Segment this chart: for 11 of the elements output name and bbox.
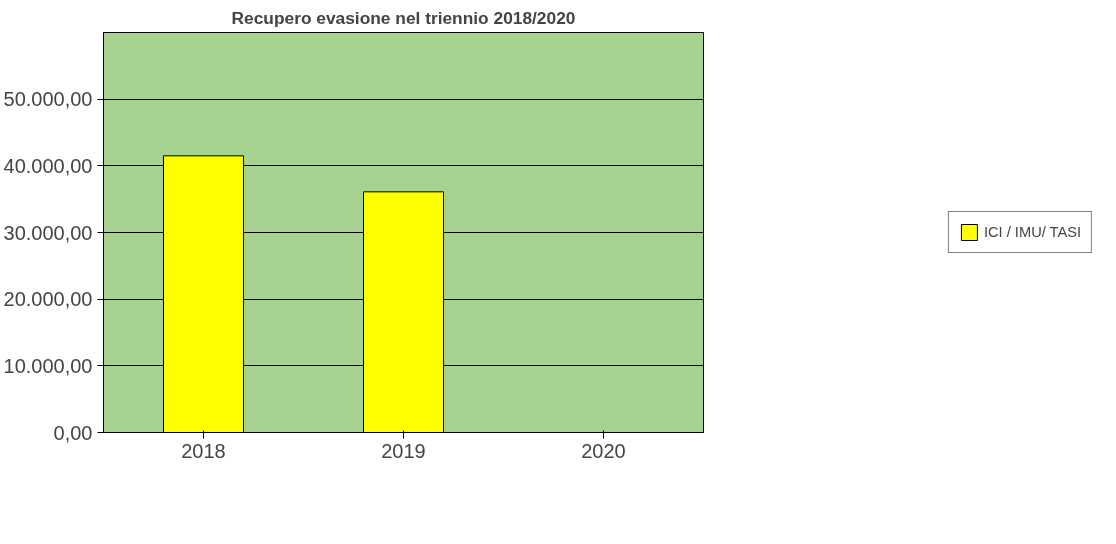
y-tick-label: 0,00 — [53, 421, 93, 444]
y-tick-label: 20.000,00 — [3, 288, 93, 311]
y-tick-label: 40.000,00 — [3, 154, 93, 177]
y-tick-label: 30.000,00 — [3, 221, 93, 244]
chart-title: Recupero evasione nel triennio 2018/2020 — [231, 7, 576, 28]
y-tick-label: 10.000,00 — [3, 354, 93, 377]
y-tick-label: 50.000,00 — [3, 88, 93, 111]
x-tick-label: 2018 — [181, 439, 226, 462]
x-tick-label: 2020 — [581, 439, 626, 462]
x-tick-label: 2019 — [381, 439, 426, 462]
legend-label: ICI / IMU/ TASI — [983, 224, 1082, 240]
